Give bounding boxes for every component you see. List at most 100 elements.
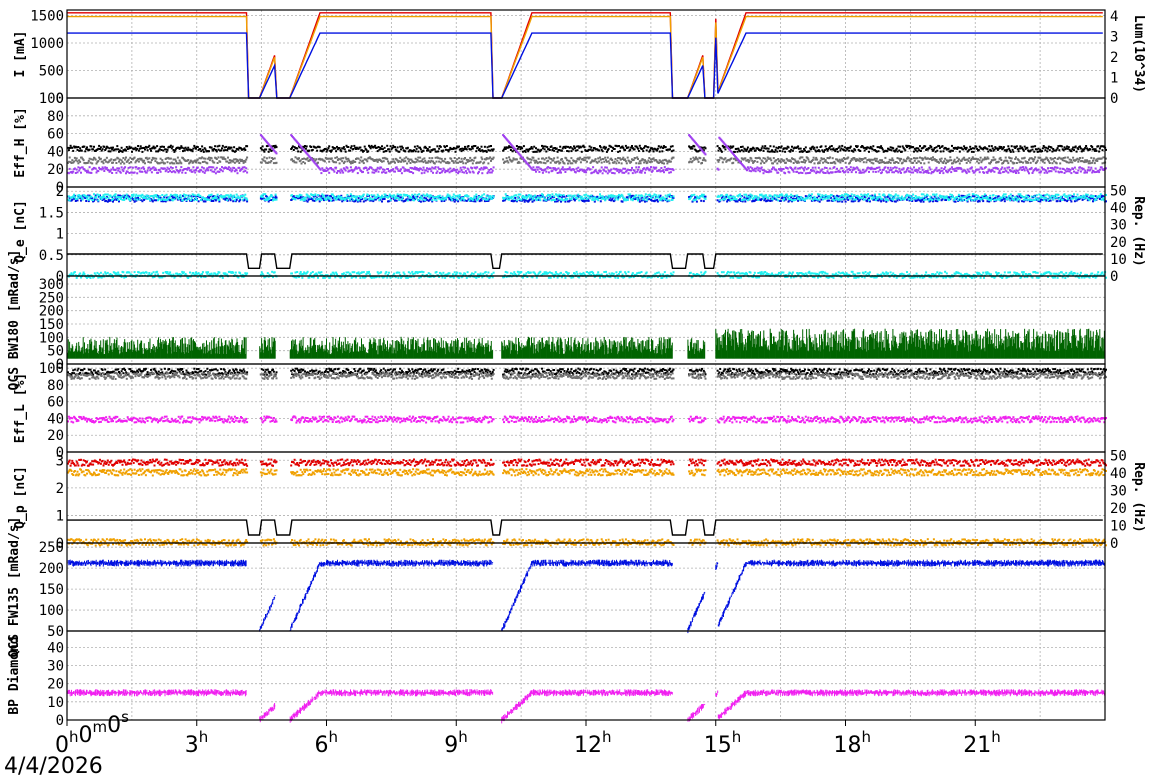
data-point	[423, 157, 426, 160]
data-point	[491, 149, 494, 152]
data-point	[1096, 160, 1099, 162]
data-point	[765, 159, 768, 162]
data-point	[1013, 145, 1016, 148]
data-point	[230, 194, 233, 197]
data-point	[426, 148, 429, 150]
data-point	[586, 168, 588, 171]
data-point	[402, 160, 405, 163]
data-point	[1046, 157, 1049, 160]
data-point	[811, 159, 814, 161]
data-point	[911, 168, 914, 171]
data-point	[1071, 161, 1074, 164]
data-point	[172, 149, 175, 151]
data-point	[1105, 148, 1107, 151]
data-point	[214, 145, 217, 148]
data-point	[720, 149, 723, 152]
data-point	[380, 166, 383, 169]
data-point	[71, 159, 74, 162]
data-point	[557, 160, 560, 163]
data-point	[162, 197, 165, 200]
data-point	[148, 166, 151, 169]
data-point	[1018, 147, 1021, 150]
data-point	[797, 160, 800, 163]
data-point	[472, 159, 475, 162]
data-point	[350, 160, 353, 163]
data-point	[112, 200, 114, 203]
data-point	[352, 198, 355, 201]
data-point	[1077, 169, 1080, 172]
data-point	[231, 169, 234, 172]
data-point	[378, 167, 381, 170]
data-point	[474, 145, 477, 147]
data-point	[218, 198, 221, 201]
data-point	[434, 166, 437, 169]
data-point	[724, 157, 727, 160]
data-point	[135, 199, 138, 202]
data-point	[549, 167, 552, 170]
data-point	[772, 145, 775, 148]
data-point	[221, 157, 224, 160]
data-point	[387, 168, 389, 170]
data-point	[419, 200, 422, 203]
data-point	[352, 148, 355, 150]
data-point	[624, 149, 627, 152]
data-point	[861, 158, 864, 161]
data-point	[419, 148, 422, 151]
data-point	[758, 167, 761, 170]
data-point	[545, 170, 548, 173]
data-point	[395, 199, 398, 202]
data-point	[146, 198, 149, 200]
data-point	[560, 149, 563, 152]
data-point	[760, 166, 763, 169]
data-point	[400, 160, 402, 163]
data-point	[350, 145, 353, 148]
data-point	[80, 195, 82, 198]
data-point	[67, 195, 70, 198]
data-point	[160, 149, 163, 151]
data-point	[346, 166, 349, 169]
data-point	[802, 161, 805, 164]
data-point	[699, 157, 702, 160]
data-point	[222, 197, 225, 200]
data-point	[78, 169, 81, 172]
data-point	[492, 156, 495, 159]
data-point	[721, 195, 724, 198]
data-point	[381, 148, 384, 151]
data-point	[984, 194, 987, 197]
data-point	[1056, 200, 1059, 203]
data-point	[406, 199, 409, 202]
data-point	[1063, 146, 1066, 149]
data-point	[1060, 171, 1063, 174]
data-point	[581, 158, 584, 160]
data-point	[666, 169, 669, 172]
data-point	[1100, 145, 1103, 148]
data-point	[842, 157, 845, 159]
data-point	[128, 162, 131, 165]
data-point	[300, 194, 303, 197]
data-point	[172, 194, 175, 197]
data-point	[409, 166, 412, 169]
data-point	[1077, 148, 1080, 151]
data-point	[632, 197, 635, 200]
data-point	[342, 171, 345, 174]
data-point	[839, 170, 842, 173]
data-point	[326, 169, 329, 172]
data-point	[236, 158, 239, 161]
data-point	[1056, 147, 1059, 150]
data-point	[398, 150, 401, 153]
data-point	[342, 146, 345, 149]
data-point	[483, 145, 486, 148]
data-point	[829, 148, 832, 151]
data-point	[465, 172, 468, 175]
data-point	[235, 198, 238, 201]
data-point	[913, 166, 915, 169]
data-point	[213, 170, 216, 173]
data-point	[977, 162, 980, 165]
data-point	[900, 171, 902, 174]
data-point	[954, 200, 957, 203]
data-point	[106, 200, 109, 203]
data-point	[207, 198, 210, 201]
data-point	[906, 157, 908, 160]
data-point	[272, 148, 274, 151]
data-point	[912, 171, 915, 174]
